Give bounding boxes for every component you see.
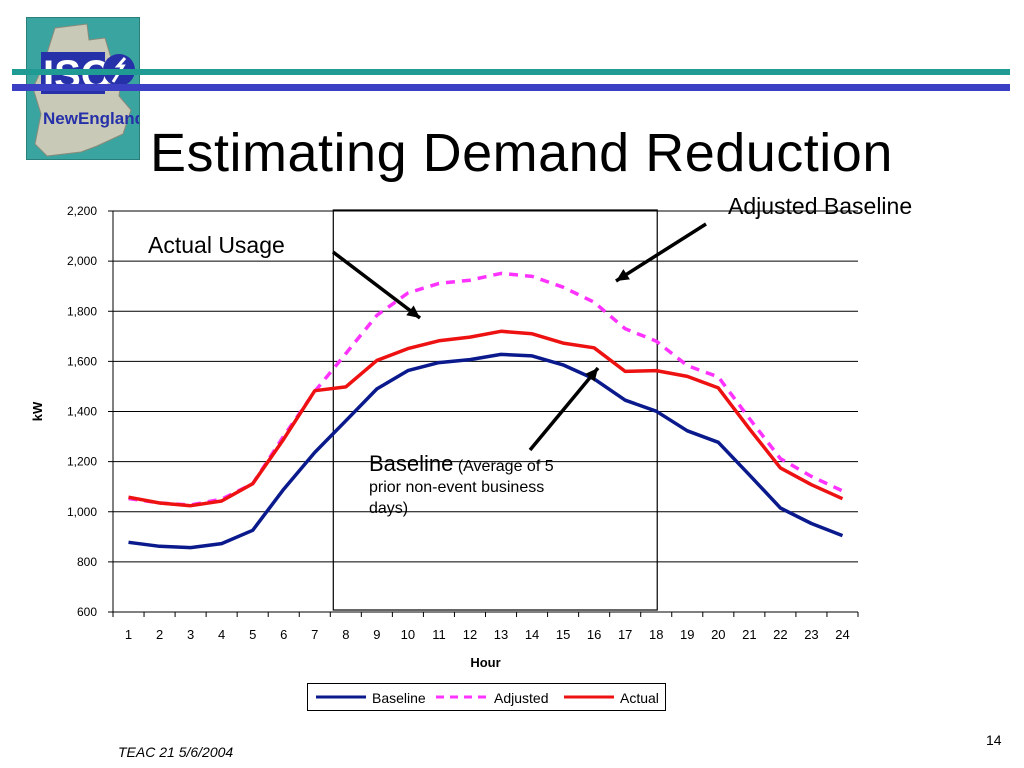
annotation-baseline-note: (Average of 5 prior non-event business d… — [369, 458, 554, 517]
x-axis-title: Hour — [470, 655, 500, 670]
x-tick-label: 19 — [680, 627, 694, 642]
x-tick-label: 12 — [463, 627, 477, 642]
series-line-adjusted — [128, 271, 844, 507]
x-tick-label: 5 — [249, 627, 256, 642]
x-tick-label: 9 — [373, 627, 380, 642]
x-tick-label: 17 — [618, 627, 632, 642]
x-tick-label: 13 — [494, 627, 508, 642]
x-tick-label: 16 — [587, 627, 601, 642]
chart-legend: Baseline Adjusted Actual — [307, 683, 666, 711]
y-tick-label: 2,000 — [67, 254, 97, 268]
y-tick-label: 800 — [77, 555, 97, 569]
page-number: 14 — [986, 732, 1002, 748]
event-window-box — [332, 209, 658, 611]
x-tick-label: 4 — [218, 627, 225, 642]
legend-label-adjusted: Adjusted — [494, 690, 549, 706]
x-tick-label: 18 — [649, 627, 663, 642]
slide-title: Estimating Demand Reduction — [150, 123, 893, 183]
x-tick-label: 7 — [311, 627, 318, 642]
logo-newengland-text: NewEngland — [43, 109, 139, 128]
x-tick-label: 21 — [742, 627, 756, 642]
x-tick-label: 24 — [835, 627, 849, 642]
x-tick-label: 11 — [432, 627, 446, 642]
annotation-baseline-title: Baseline — [369, 451, 454, 476]
annotation-actual-usage: Actual Usage — [148, 232, 285, 258]
arrow-baseline-shaft — [528, 366, 600, 452]
series-line-actual — [128, 329, 844, 508]
x-tick-label: 20 — [711, 627, 725, 642]
x-tick-label: 2 — [156, 627, 163, 642]
y-tick-label: 600 — [77, 605, 97, 619]
x-tick-label: 15 — [556, 627, 570, 642]
arrow-baseline-head — [585, 368, 598, 382]
x-tick-label: 14 — [525, 627, 539, 642]
arrow-actual-usage-shaft — [331, 250, 422, 320]
y-axis-title: kW — [30, 401, 45, 421]
x-tick-label: 3 — [187, 627, 194, 642]
arrow-adjusted-baseline-shaft — [615, 222, 707, 283]
y-tick-label: 2,200 — [67, 204, 97, 218]
legend-label-baseline: Baseline — [372, 690, 426, 706]
x-tick-label: 1 — [125, 627, 132, 642]
y-tick-label: 1,200 — [67, 455, 97, 469]
x-tick-label: 8 — [342, 627, 349, 642]
y-tick-label: 1,000 — [67, 505, 97, 519]
annotation-baseline: Baseline (Average of 5 prior non-event b… — [369, 453, 579, 519]
x-tick-label: 23 — [804, 627, 818, 642]
x-tick-label: 22 — [773, 627, 787, 642]
arrow-actual-usage-head — [406, 305, 420, 318]
x-tick-label: 6 — [280, 627, 287, 642]
arrow-adjusted-baseline-head — [616, 269, 630, 281]
y-tick-label: 1,400 — [67, 405, 97, 419]
series-line-baseline — [128, 352, 844, 550]
annotation-adjusted-baseline: Adjusted Baseline — [728, 193, 913, 219]
legend-label-actual: Actual — [620, 690, 659, 706]
x-tick-label: 10 — [401, 627, 415, 642]
header-stripe-teal — [12, 69, 1010, 75]
y-tick-label: 1,800 — [67, 304, 97, 318]
y-tick-label: 1,600 — [67, 354, 97, 368]
header-stripe-blue — [12, 84, 1010, 91]
slide-footer: TEAC 21 5/6/2004 — [118, 744, 234, 760]
